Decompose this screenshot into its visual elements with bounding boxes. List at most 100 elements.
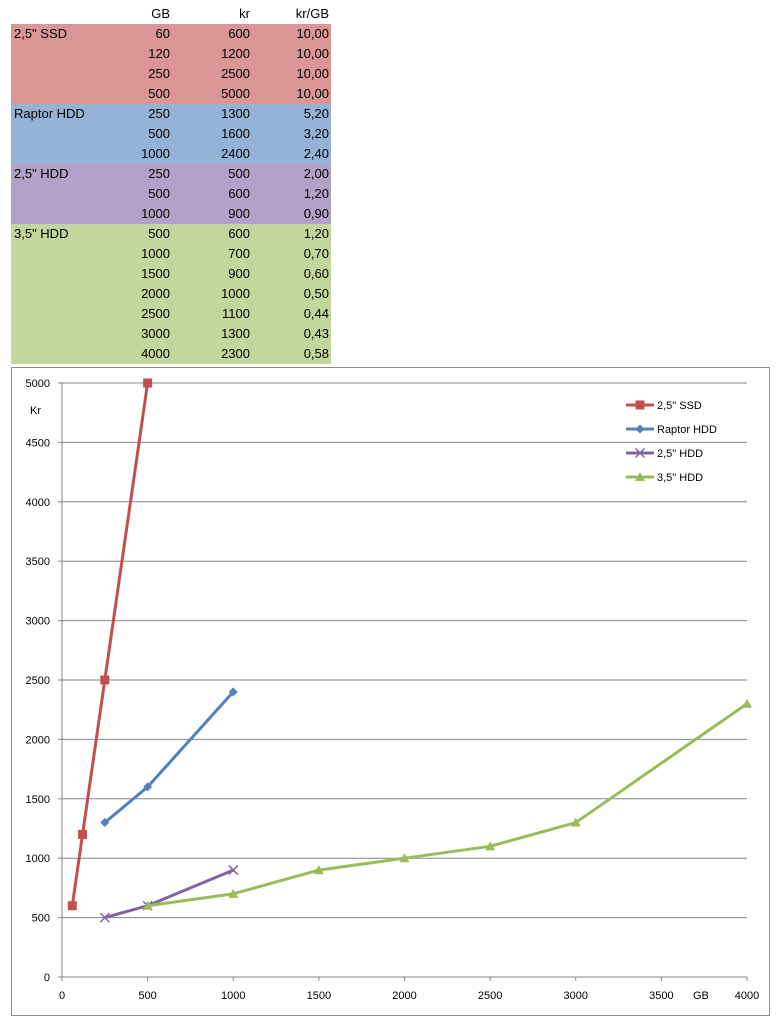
- kr-cell[interactable]: 900: [228, 206, 250, 221]
- kr-cell[interactable]: 900: [228, 266, 250, 281]
- group-name-cell[interactable]: 3,5" HDD: [14, 226, 69, 241]
- kr-per-gb-cell[interactable]: 0,43: [303, 326, 329, 341]
- table-row: 2,5" SSD 60 600 10,00: [11, 24, 331, 44]
- kr-cell[interactable]: 1200: [221, 46, 250, 61]
- table-row: 4000 2300 0,58: [11, 344, 331, 364]
- gb-cell[interactable]: 60: [155, 26, 170, 41]
- kr-per-gb-cell[interactable]: 10,00: [296, 66, 329, 81]
- kr-per-gb-cell[interactable]: 10,00: [296, 86, 329, 101]
- gb-cell[interactable]: 3000: [141, 326, 170, 341]
- series-line: [104, 868, 234, 920]
- kr-per-gb-cell[interactable]: 10,00: [296, 46, 329, 61]
- data-table: GB kr kr/GB 2,5" SSD 60 600 10,00 120 1200 10,…: [11, 4, 331, 364]
- table-row: 120 1200 10,00: [11, 44, 331, 64]
- kr-per-gb-cell[interactable]: 2,00: [303, 166, 329, 181]
- series-line: [70, 382, 150, 906]
- group-name-cell[interactable]: 2,5" HDD: [14, 166, 69, 181]
- gb-cell[interactable]: 4000: [141, 346, 170, 361]
- data-point: [143, 782, 153, 792]
- header-gb[interactable]: GB: [151, 6, 170, 21]
- kr-cell[interactable]: 600: [228, 226, 250, 241]
- kr-cell[interactable]: 1300: [221, 106, 250, 121]
- group-name-cell[interactable]: Raptor HDD: [14, 106, 85, 121]
- gb-cell[interactable]: 1000: [141, 246, 170, 261]
- kr-cell[interactable]: 2400: [221, 146, 250, 161]
- marker-triangle: [228, 888, 239, 898]
- data-point: [313, 865, 324, 875]
- kr-cell[interactable]: 1300: [221, 326, 250, 341]
- table-row: 500 5000 10,00: [11, 84, 331, 104]
- gb-cell[interactable]: 2000: [141, 286, 170, 301]
- series-line: [103, 690, 235, 824]
- y-tick-label: 5000: [26, 378, 50, 390]
- gb-cell[interactable]: 250: [148, 166, 170, 181]
- gb-cell[interactable]: 120: [148, 46, 170, 61]
- kr-per-gb-cell[interactable]: 10,00: [296, 26, 329, 41]
- table-row: 1500 900 0,60: [11, 264, 331, 284]
- kr-per-gb-cell[interactable]: 0,58: [303, 346, 329, 361]
- x-tick-label: 0: [59, 990, 65, 1002]
- kr-per-gb-cell[interactable]: 5,20: [303, 106, 329, 121]
- gb-cell[interactable]: 2500: [141, 306, 170, 321]
- table-row: Raptor HDD 250 1300 5,20: [11, 104, 331, 124]
- kr-per-gb-cell[interactable]: 2,40: [303, 146, 329, 161]
- marker-square: [635, 400, 645, 410]
- y-tick-label: 4500: [26, 437, 50, 449]
- group-name-cell[interactable]: 2,5" SSD: [14, 26, 68, 41]
- data-point: [143, 378, 153, 388]
- kr-per-gb-cell[interactable]: 0,44: [303, 306, 329, 321]
- marker-triangle: [485, 841, 496, 851]
- table-row: 1000 700 0,70: [11, 244, 331, 264]
- gb-cell[interactable]: 250: [148, 106, 170, 121]
- marker-triangle: [742, 698, 752, 708]
- kr-cell[interactable]: 700: [228, 246, 250, 261]
- gb-cell[interactable]: 500: [148, 126, 170, 141]
- data-point: [485, 841, 496, 851]
- kr-per-gb-cell[interactable]: 1,20: [303, 226, 329, 241]
- marker-triangle: [399, 853, 410, 863]
- data-point: [67, 901, 77, 911]
- kr-cell[interactable]: 500: [228, 166, 250, 181]
- marker-x-stroke: [228, 865, 239, 876]
- kr-cell[interactable]: 1100: [222, 306, 250, 321]
- legend-label: 3,5" HDD: [657, 472, 703, 484]
- data-point: [99, 912, 110, 923]
- kr-per-gb-cell[interactable]: 3,20: [303, 126, 329, 141]
- gb-cell[interactable]: 250: [148, 66, 170, 81]
- gb-cell[interactable]: 1500: [141, 266, 170, 281]
- kr-per-gb-cell[interactable]: 0,90: [303, 206, 329, 221]
- x-tick-label: 3000: [564, 990, 588, 1002]
- header-kr[interactable]: kr: [239, 6, 250, 21]
- x-tick-label: 1000: [221, 990, 245, 1002]
- marker-diamond: [143, 782, 153, 792]
- kr-cell[interactable]: 2500: [221, 66, 250, 81]
- x-tick-label: 2000: [392, 990, 416, 1002]
- y-tick-label: 1000: [26, 853, 50, 865]
- price-vs-capacity-chart: 0500100015002000250030003500400045005000…: [26, 378, 760, 1002]
- kr-per-gb-cell[interactable]: 0,60: [303, 266, 329, 281]
- kr-cell[interactable]: 600: [228, 186, 250, 201]
- kr-per-gb-cell[interactable]: 1,20: [303, 186, 329, 201]
- marker-diamond: [228, 687, 238, 697]
- data-point: [100, 818, 110, 828]
- kr-per-gb-cell[interactable]: 0,50: [303, 286, 329, 301]
- x-tick-label: 3500: [649, 990, 673, 1002]
- kr-cell[interactable]: 1000: [221, 286, 250, 301]
- table-row: 2000 1000 0,50: [11, 284, 331, 304]
- kr-cell[interactable]: 600: [228, 26, 250, 41]
- header-kr-per-gb[interactable]: kr/GB: [295, 6, 329, 21]
- gb-cell[interactable]: 500: [148, 186, 170, 201]
- series-line: [147, 702, 748, 908]
- kr-cell[interactable]: 1600: [221, 126, 250, 141]
- kr-cell[interactable]: 2300: [221, 346, 250, 361]
- data-point: [228, 865, 239, 876]
- y-axis-title: Kr: [30, 405, 41, 417]
- gb-cell[interactable]: 500: [148, 86, 170, 101]
- gb-cell[interactable]: 1000: [141, 206, 170, 221]
- kr-cell[interactable]: 5000: [221, 86, 250, 101]
- kr-per-gb-cell[interactable]: 0,70: [303, 246, 329, 261]
- chart-area[interactable]: 0 500 1000 1500 2000 2500 3000 3500 4000 4500 5000…: [11, 367, 770, 1016]
- gb-cell[interactable]: 500: [148, 226, 170, 241]
- x-axis-title: GB: [693, 990, 709, 1002]
- gb-cell[interactable]: 1000: [141, 146, 170, 161]
